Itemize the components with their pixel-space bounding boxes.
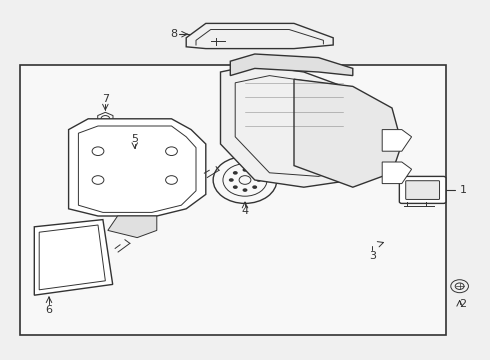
FancyBboxPatch shape [399,176,446,203]
FancyBboxPatch shape [20,65,446,335]
Polygon shape [34,220,113,295]
Circle shape [233,185,238,189]
Polygon shape [69,119,206,216]
Text: 2: 2 [460,299,466,309]
Text: 6: 6 [46,305,52,315]
Circle shape [252,185,257,189]
Polygon shape [382,162,412,184]
Polygon shape [230,54,353,76]
Circle shape [252,171,257,175]
Circle shape [243,168,247,172]
Polygon shape [108,216,157,238]
Circle shape [256,178,261,182]
Circle shape [233,171,238,175]
Polygon shape [294,79,402,187]
FancyBboxPatch shape [406,181,440,199]
Text: 3: 3 [369,251,376,261]
Text: 5: 5 [131,134,138,144]
Circle shape [243,188,247,192]
Text: 8: 8 [171,29,177,39]
Text: 1: 1 [460,185,466,195]
Text: 7: 7 [102,94,109,104]
Polygon shape [220,65,392,187]
Text: 4: 4 [242,206,248,216]
Circle shape [229,178,234,182]
Polygon shape [382,130,412,151]
